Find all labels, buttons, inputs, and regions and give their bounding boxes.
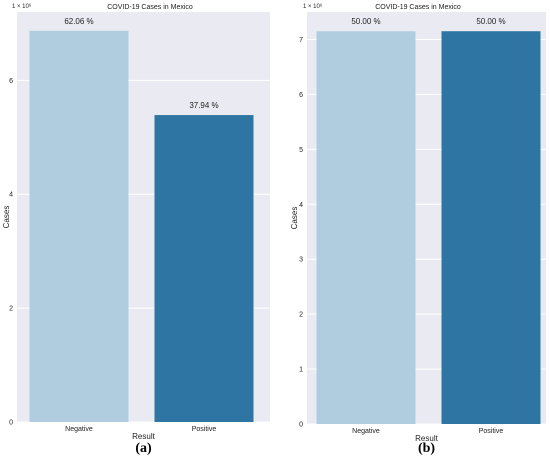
y-tick-label: 3 xyxy=(299,257,303,264)
x-tick-label: Positive xyxy=(479,428,504,435)
y-tick-label: 6 xyxy=(9,78,13,85)
x-tick-label: Positive xyxy=(192,426,217,433)
chart-panel-2: 0 1 2 3 4 5 6 7 50.00 % Negative 50.00 % Positive CO… xyxy=(290,3,546,456)
y-tick-label: 1 xyxy=(299,367,303,374)
bar-positive xyxy=(441,31,541,425)
x-axis-label: Result xyxy=(132,432,155,441)
y-axis-label: Cases xyxy=(2,206,11,229)
y-tick-label: 2 xyxy=(9,306,13,313)
y-axis-multiplier: 1 × 10⁶ xyxy=(12,3,32,10)
bar-negative xyxy=(316,31,416,425)
subfigure-label: (a) xyxy=(135,441,152,456)
y-tick-label: 0 xyxy=(9,420,13,427)
y-tick-label: 5 xyxy=(299,147,303,154)
y-tick-label: 4 xyxy=(299,202,303,209)
y-tick-label: 4 xyxy=(9,192,13,199)
x-tick-label: Negative xyxy=(65,426,93,433)
x-axis-label: Result xyxy=(415,434,438,443)
y-axis-multiplier: 1 × 10⁶ xyxy=(303,3,323,10)
chart-title: COVID-19 Cases in Mexico xyxy=(375,4,461,11)
subfigure-label: (b) xyxy=(418,441,435,456)
y-tick-label: 7 xyxy=(299,37,303,44)
y-tick-label: 6 xyxy=(299,92,303,99)
bar-value-label: 62.06 % xyxy=(64,17,93,26)
chart-title: COVID-19 Cases in Mexico xyxy=(107,4,193,11)
y-tick-label: 2 xyxy=(299,312,303,319)
bar-value-label: 50.00 % xyxy=(476,17,505,26)
y-tick-label: 0 xyxy=(299,422,303,429)
bar-value-label: 50.00 % xyxy=(351,17,380,26)
bar-positive xyxy=(154,115,254,422)
chart-panel-1: 0 2 4 6 62.06 % Negative 37.94 % Positive COVID-… xyxy=(2,3,270,456)
y-axis-label: Cases xyxy=(290,207,299,230)
x-tick-label: Negative xyxy=(352,428,380,435)
bar-value-label: 37.94 % xyxy=(189,101,218,110)
bar-negative xyxy=(29,30,129,423)
